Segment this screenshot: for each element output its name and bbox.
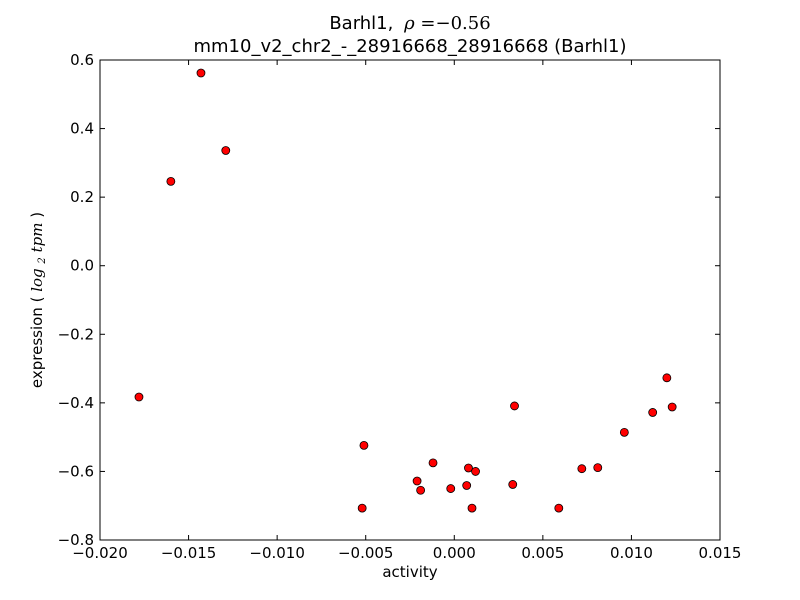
x-tick-label: 0.005 (521, 544, 564, 562)
data-point (510, 401, 519, 411)
data-point (462, 481, 472, 490)
x-tick-label: 0.010 (610, 544, 653, 562)
chart-title-rho-value: =−0.56 (420, 13, 490, 34)
y-axis-label-suffix: ) (28, 212, 46, 218)
y-axis-label-math-tail: tpm (28, 223, 46, 253)
data-point (577, 464, 587, 474)
y-axis-label-prefix: expression ( (28, 297, 46, 389)
chart-title-rho-symbol: ρ (403, 13, 415, 34)
data-point (464, 463, 473, 473)
x-tick-label: 0.000 (433, 544, 476, 562)
y-tick-label: 0.0 (70, 257, 94, 275)
plot-frame (99, 59, 721, 541)
data-point (554, 503, 564, 513)
chart-title: Barhl1, ρ =−0.56 (329, 13, 490, 34)
data-point (416, 485, 426, 495)
x-tick-label: 0.015 (699, 544, 742, 562)
x-tick-label: −0.020 (72, 544, 128, 562)
data-point (619, 427, 629, 437)
data-point (446, 484, 456, 493)
data-point (196, 68, 206, 78)
y-tick-label: 0.4 (70, 120, 94, 138)
data-point (508, 480, 518, 489)
y-tick-label: −0.8 (58, 531, 94, 549)
x-tick-label: −0.015 (161, 544, 217, 562)
y-tick-label: −0.6 (58, 462, 94, 480)
data-point (428, 458, 438, 468)
y-tick-label: −0.2 (58, 325, 94, 343)
chart-subtitle: mm10_v2_chr2_-_28916668_28916668 (Barhl1… (193, 36, 626, 57)
data-point (667, 402, 677, 412)
data-points (134, 68, 677, 513)
data-point (467, 503, 477, 513)
y-axis-label: expression ( log 2 tpm ) (28, 212, 49, 388)
x-tick-label: −0.010 (249, 544, 305, 562)
data-point (357, 503, 367, 513)
y-tick-label: 0.6 (70, 51, 94, 69)
axes: −0.020 −0.015 −0.010 −0.005 0.000 0.005 0.010 0… (58, 51, 742, 562)
data-point (221, 146, 231, 155)
data-point (648, 408, 658, 417)
chart-title-group: Barhl1, ρ =−0.56 mm10_v2_chr2_-_28916668… (193, 13, 626, 57)
y-axis-label-math-sub: 2 (37, 257, 48, 264)
x-tick-label: −0.005 (338, 544, 394, 562)
data-point (359, 440, 369, 450)
data-point (412, 476, 422, 486)
data-point (134, 392, 144, 402)
y-tick-label: 0.2 (70, 188, 94, 206)
data-point (593, 463, 603, 473)
x-axis-label: activity (382, 563, 437, 581)
data-point (166, 176, 176, 186)
data-point (662, 373, 672, 383)
y-tick-label: −0.4 (58, 394, 94, 412)
y-axis-label-math: log (28, 268, 46, 291)
data-point (471, 467, 480, 476)
chart-title-gene: Barhl1, (329, 13, 393, 34)
